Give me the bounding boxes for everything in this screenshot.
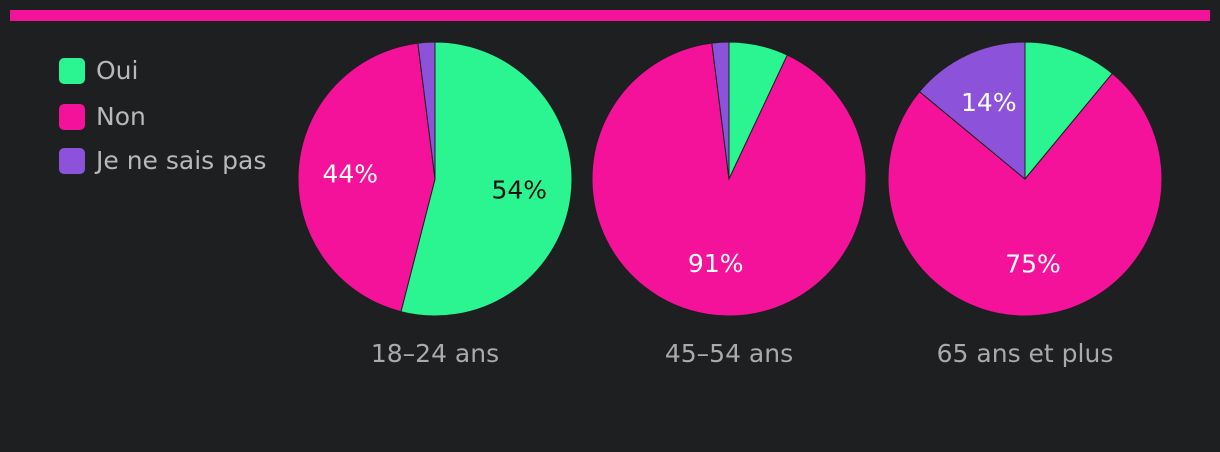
pie-slice: [1024, 41, 1114, 181]
pie-title: 45–54 ans: [665, 339, 793, 368]
pie-slice: [591, 42, 867, 317]
legend-swatch: [59, 148, 85, 174]
top-bar: [10, 10, 1210, 21]
legend-label: Je ne sais pas: [94, 146, 266, 175]
pie-slice: [400, 41, 573, 317]
data-label: 91%: [688, 249, 744, 278]
data-label: 14%: [961, 88, 1017, 117]
legend-label: Non: [96, 102, 146, 131]
pie-slice: [887, 72, 1163, 317]
pie-slice: [711, 41, 730, 180]
data-label: 44%: [322, 160, 378, 189]
legend-swatch: [59, 104, 85, 130]
pie-slice: [417, 41, 436, 180]
pie-slice: [297, 42, 436, 313]
data-label: 75%: [1005, 250, 1061, 279]
data-label: 54%: [491, 176, 547, 205]
pie-title: 18–24 ans: [371, 339, 499, 368]
pie-slice: [918, 41, 1026, 181]
legend-label: Oui: [96, 56, 138, 85]
pie-title: 65 ans et plus: [937, 339, 1114, 368]
legend-swatch: [59, 58, 85, 84]
